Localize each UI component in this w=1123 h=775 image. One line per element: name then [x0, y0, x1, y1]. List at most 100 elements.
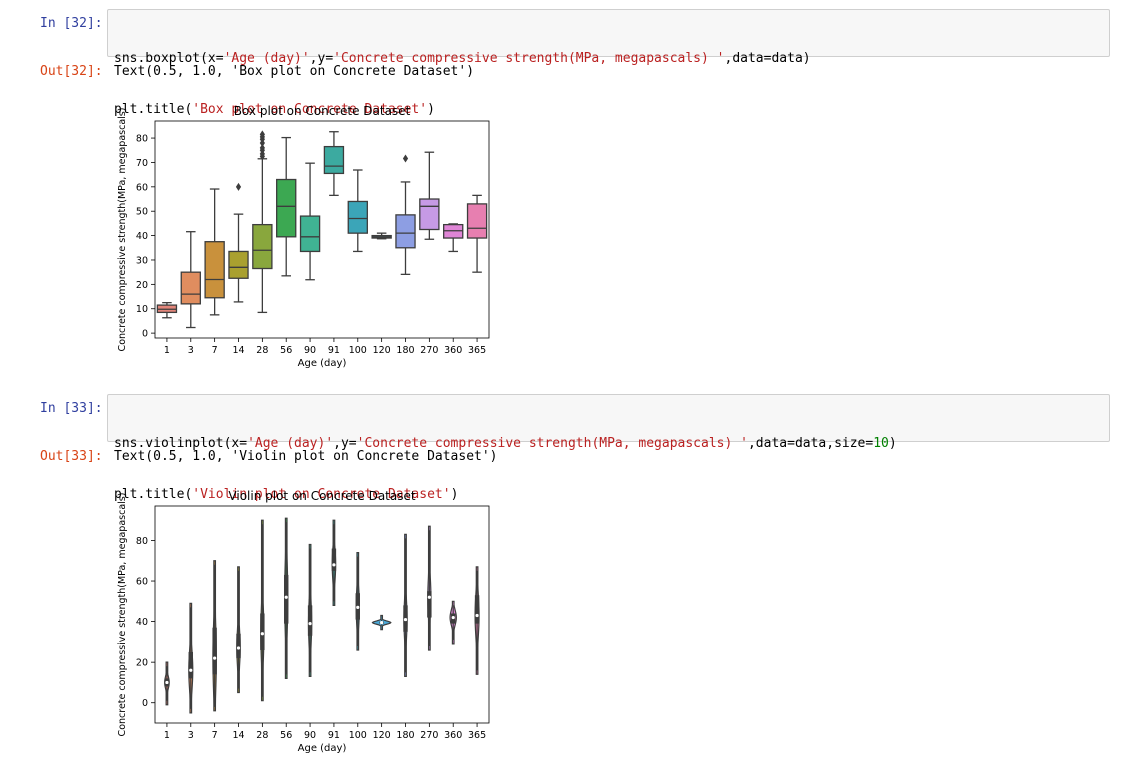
code-token: sns.boxplot(x= [114, 51, 224, 66]
flier [402, 154, 409, 163]
x-tick-label: 14 [232, 730, 244, 741]
box-7 [204, 188, 225, 316]
x-tick-label: 270 [420, 730, 438, 741]
x-tick-label: 360 [444, 730, 462, 741]
x-tick-label: 120 [373, 345, 391, 356]
violin-median-dot [475, 613, 479, 618]
code-line: plt.title('Box plot on Concrete Dataset'… [114, 101, 1103, 118]
violin-median-dot [332, 563, 336, 567]
violin-180 [403, 533, 408, 677]
y-tick-label: 40 [136, 231, 148, 242]
out-prompt-32: Out[32]: [40, 64, 103, 79]
violin-7 [212, 560, 217, 712]
box-iqr [299, 215, 321, 253]
code-cell-33[interactable]: sns.violinplot(x='Age (day)',y='Concrete… [107, 394, 1110, 502]
x-tick-label: 56 [280, 345, 292, 356]
violin-median-dot [308, 622, 312, 626]
violin-91 [331, 519, 337, 606]
code-token: 'Age (day)' [223, 51, 310, 66]
x-axis-label: Age (day) [298, 358, 347, 369]
output-text-33: Text(0.5, 1.0, 'Violin plot on Concrete … [114, 449, 498, 464]
box-365 [466, 194, 488, 273]
violin-median-dot [451, 615, 455, 620]
x-tick-label: 365 [468, 730, 486, 741]
box-360 [443, 223, 464, 253]
flier [235, 182, 242, 191]
x-tick-label: 120 [373, 730, 391, 741]
box-iqr [228, 250, 249, 279]
x-tick-label: 180 [396, 345, 414, 356]
violin-28 [260, 519, 265, 702]
x-tick-label: 270 [420, 345, 438, 356]
x-tick-label: 1 [164, 345, 170, 356]
violin-iqr-bar [212, 627, 217, 675]
x-tick-label: 180 [396, 730, 414, 741]
x-tick-label: 7 [212, 730, 218, 741]
x-tick-label: 100 [349, 345, 367, 356]
box-plot-chart: Box plot on Concrete Dataset 0 10 20 30 40 50 6… [117, 104, 490, 369]
code-token: plt.title( [114, 487, 193, 502]
box-iqr [323, 145, 345, 175]
plot-frame [154, 505, 490, 724]
output-text-32: Text(0.5, 1.0, 'Box plot on Concrete Dat… [114, 64, 475, 79]
box-iqr [419, 198, 440, 231]
violin-270 [427, 525, 432, 651]
code-cell-32[interactable]: sns.boxplot(x='Age (day)',y='Concrete co… [107, 9, 1110, 117]
x-tick-label: 90 [304, 345, 316, 356]
violin-median-dot [236, 646, 241, 650]
box-120 [371, 232, 392, 240]
box-iqr [204, 241, 225, 299]
x-tick-label: 91 [328, 345, 340, 356]
code-token: 'Concrete compressive strength(MPa, mega… [356, 436, 748, 451]
y-tick-label: 0 [142, 698, 148, 709]
box-iqr [276, 178, 297, 238]
code-token: ,y= [333, 436, 357, 451]
y-tick-label: 70 [136, 158, 148, 169]
violin-iqr-bar [307, 605, 313, 636]
x-tick-label: 56 [280, 730, 292, 741]
code-token: 'Age (day)' [247, 436, 334, 451]
box-56 [276, 136, 297, 277]
violin-360 [449, 600, 457, 645]
code-token: ) [888, 436, 897, 451]
violin-median-dot [427, 595, 431, 599]
violin-iqr-bar [260, 613, 265, 650]
code-token: 10 [873, 436, 889, 451]
x-tick-label: 360 [444, 345, 462, 356]
chart-title: Box plot on Concrete Dataset [234, 104, 411, 118]
y-tick-label: 80 [136, 134, 148, 145]
violin-iqr-bar [427, 591, 432, 618]
code-token: ,y= [309, 51, 334, 66]
box-91 [323, 131, 345, 197]
y-tick-label: 10 [136, 304, 148, 315]
box-iqr [466, 203, 488, 239]
code-token: ) [450, 487, 459, 502]
box-14 [228, 182, 249, 303]
box-270 [419, 151, 440, 240]
plot-frame [154, 120, 490, 339]
code-token: plt.title( [114, 102, 193, 117]
code-token: 'Box plot on Concrete Dataset' [192, 102, 428, 117]
box-iqr [180, 271, 201, 305]
violin-3 [188, 602, 194, 714]
code-token: 'Violin plot on Concrete Dataset' [192, 487, 451, 502]
x-axis-label: Age (day) [298, 743, 347, 754]
y-tick-label: 30 [136, 255, 148, 266]
violin-median-dot [403, 617, 408, 622]
code-token: sns.violinplot(x= [114, 436, 248, 451]
box-iqr [347, 200, 368, 234]
y-axis-label: Concrete compressive strength(MPa, megap… [117, 108, 128, 352]
code-token: ,data=data) [724, 51, 811, 66]
y-tick-label: 20 [136, 280, 148, 291]
out-prompt-33: Out[33]: [40, 449, 103, 464]
y-tick-label: 0 [142, 329, 148, 340]
x-tick-label: 1 [164, 730, 170, 741]
box-1 [156, 301, 178, 319]
box-100 [347, 169, 368, 253]
y-tick-label: 40 [136, 617, 148, 628]
violin-56 [284, 517, 289, 679]
x-tick-label: 100 [349, 730, 367, 741]
violin-median-dot [284, 595, 288, 599]
box-3 [180, 231, 201, 329]
violin-365 [474, 566, 480, 675]
